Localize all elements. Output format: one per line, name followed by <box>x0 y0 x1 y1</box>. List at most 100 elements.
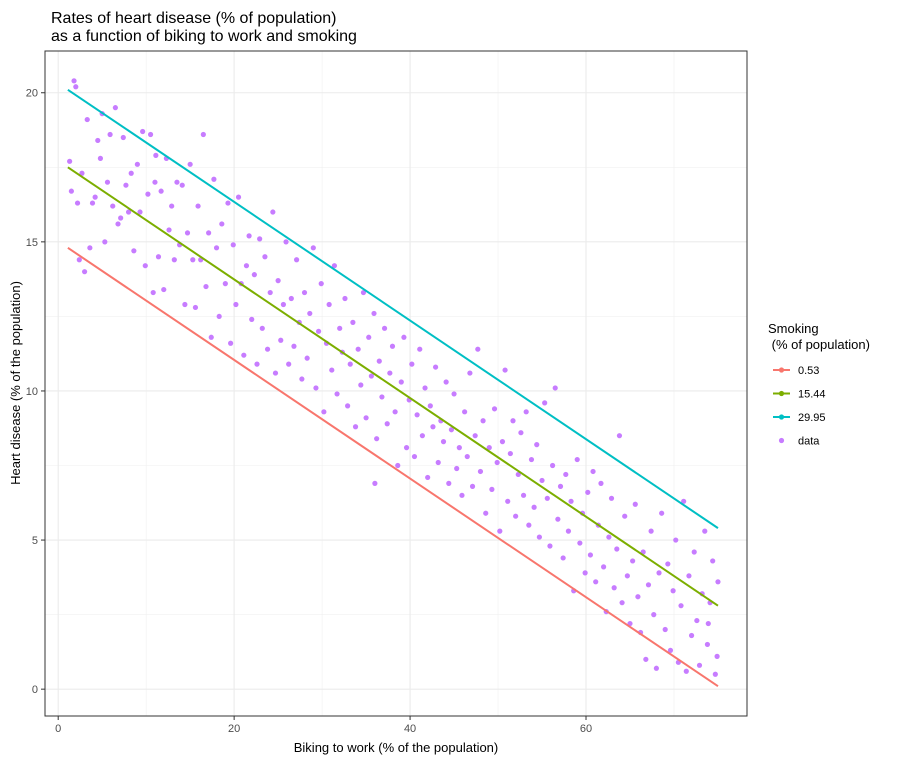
data-point <box>469 483 476 489</box>
data-point <box>318 281 324 287</box>
data-point <box>200 131 206 138</box>
data-point <box>446 480 452 486</box>
data-point <box>513 513 519 519</box>
data-point <box>267 289 273 296</box>
data-point <box>345 403 351 409</box>
data-point <box>107 131 113 138</box>
data-point <box>705 620 711 627</box>
data-point <box>651 612 657 618</box>
data-point <box>515 471 521 478</box>
data-point <box>659 510 665 516</box>
data-point <box>462 409 468 415</box>
grid-major <box>45 51 747 716</box>
data-point <box>288 295 294 302</box>
data-point <box>694 617 700 624</box>
data-point <box>477 468 484 475</box>
data-point <box>568 498 574 504</box>
data-point <box>555 516 561 522</box>
data-point <box>582 570 588 576</box>
data-point <box>73 84 79 90</box>
data-point <box>95 137 101 144</box>
legend-title-line-2: (% of population) <box>768 337 870 352</box>
data-point <box>195 203 201 209</box>
data-point <box>211 176 217 182</box>
data-point <box>624 573 630 579</box>
x-tick-label: 40 <box>404 723 416 735</box>
data-point <box>293 257 300 263</box>
data-point <box>235 194 242 200</box>
data-point <box>401 334 407 340</box>
data-point <box>520 492 527 498</box>
data-point <box>158 188 164 194</box>
data-point <box>169 203 175 209</box>
data-point <box>87 245 93 251</box>
data-point <box>678 603 684 609</box>
data-point <box>286 361 292 367</box>
legend-label: data <box>798 436 820 448</box>
data-point <box>326 301 332 308</box>
data-point <box>409 361 415 367</box>
data-point <box>563 471 569 478</box>
data-point <box>259 325 265 331</box>
data-point <box>179 182 185 188</box>
data-point <box>152 179 158 185</box>
data-point <box>464 453 470 460</box>
data-point <box>523 409 529 415</box>
data-point <box>147 131 154 138</box>
data-point <box>331 263 338 269</box>
fit-lines <box>67 88 719 688</box>
data-point <box>528 456 535 463</box>
data-point <box>145 191 151 197</box>
data-point <box>489 486 495 492</box>
data-point <box>192 304 199 311</box>
data-point <box>374 436 380 442</box>
data-point <box>577 540 583 546</box>
data-point <box>475 346 481 352</box>
legend-key-point <box>778 414 785 420</box>
data-point <box>381 325 388 331</box>
data-point <box>486 445 492 451</box>
data-point <box>648 528 654 534</box>
data-point <box>454 465 460 472</box>
data-point <box>307 310 313 317</box>
data-point <box>74 200 81 206</box>
data-point <box>161 286 167 293</box>
data-point <box>414 412 420 418</box>
data-point <box>427 403 433 409</box>
data-point <box>313 385 319 391</box>
data-point <box>593 579 599 585</box>
data-point <box>688 632 695 639</box>
data-point <box>118 215 124 221</box>
data-point <box>683 668 689 674</box>
legend-key-point <box>778 390 785 397</box>
data-point <box>246 233 252 239</box>
data-point <box>131 248 137 254</box>
data-point <box>670 588 676 594</box>
x-tick-label: 0 <box>55 723 61 735</box>
data-point <box>264 346 271 352</box>
legend-label: 0.53 <box>798 365 819 377</box>
data-point <box>411 453 418 460</box>
data-point <box>691 549 697 555</box>
data-point <box>79 170 85 176</box>
data-point <box>417 346 423 352</box>
data-point <box>301 289 308 296</box>
data-point <box>251 272 257 278</box>
data-point <box>216 313 222 320</box>
data-point <box>451 391 457 397</box>
data-point <box>653 665 659 671</box>
data-point <box>531 504 537 510</box>
data-point <box>67 158 73 164</box>
data-point <box>667 647 674 653</box>
data-point <box>557 483 564 489</box>
data-point <box>483 510 489 516</box>
data-point <box>262 254 268 260</box>
data-point <box>645 582 652 588</box>
data-point <box>190 257 196 263</box>
y-tick-label: 10 <box>26 386 38 398</box>
data-point <box>249 316 255 322</box>
y-tick-label: 15 <box>26 237 38 249</box>
data-point <box>137 209 143 215</box>
data-point <box>704 641 711 648</box>
data-point <box>342 295 348 302</box>
